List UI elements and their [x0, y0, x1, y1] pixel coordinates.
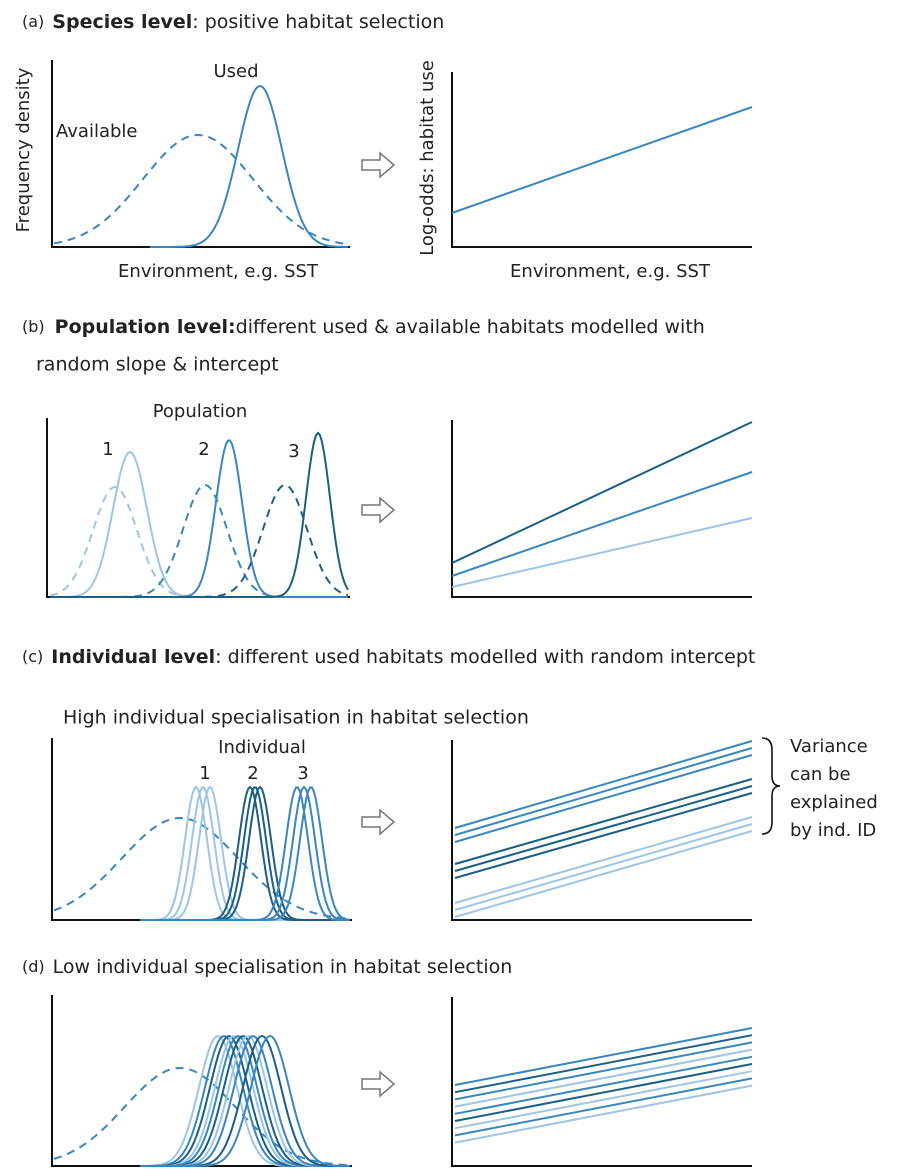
fit-line [454, 1084, 753, 1144]
arrow [361, 1070, 396, 1098]
fit-line [454, 830, 753, 918]
right-y-label: Log-odds: habitat use [417, 60, 438, 256]
letter: (a) [22, 12, 44, 31]
panel-c-title: (c) Individual level: different used habi… [22, 646, 755, 668]
fit-line [454, 1063, 753, 1122]
note: by ind. ID [790, 820, 876, 841]
group-label: Population [153, 401, 248, 422]
letter: (c) [22, 647, 43, 666]
note: explained [790, 792, 878, 813]
fit-line [454, 1041, 753, 1101]
fit-line [454, 1055, 753, 1115]
group-3: 3 [288, 441, 299, 462]
axes [51, 995, 352, 1167]
fit-line [451, 517, 753, 588]
fit-line [454, 816, 753, 904]
fit-line [451, 471, 753, 577]
axes [451, 72, 752, 248]
note: can be [790, 764, 851, 785]
fit-line [454, 740, 753, 829]
fit-line [451, 421, 753, 564]
fit-line [454, 1070, 753, 1130]
fit-line [454, 1027, 753, 1086]
subtitle: Low individual specialisation in habitat… [53, 956, 513, 978]
fit-line [454, 1034, 753, 1094]
right-x-label: Environment, e.g. SST [510, 261, 711, 282]
curve [140, 1034, 350, 1167]
curve [150, 84, 348, 248]
group-label: Individual [218, 737, 306, 758]
heading: Species level [52, 11, 192, 33]
fit-line [454, 823, 753, 911]
group-2: 2 [247, 763, 258, 784]
axes [451, 740, 752, 921]
panel-b-title: (b) Population level:different used & ava… [22, 316, 705, 338]
fit-line [454, 754, 753, 843]
curve [140, 786, 350, 921]
panel-d-title: (d) Low individual specialisation in habi… [22, 956, 512, 978]
curve [53, 133, 349, 246]
arrow [361, 151, 396, 179]
fit-line [454, 792, 753, 879]
letter: (b) [22, 317, 45, 336]
axes [51, 60, 350, 248]
fit-line [454, 785, 753, 872]
fit-line [454, 1077, 753, 1137]
group-1: 1 [199, 763, 210, 784]
arrow [361, 808, 396, 836]
fit-line [454, 747, 753, 836]
fit-line [454, 778, 753, 865]
fit-line [454, 1048, 753, 1108]
group-2: 2 [198, 439, 209, 460]
axes [451, 997, 752, 1167]
heading: Population level: [55, 316, 236, 338]
curve [53, 816, 351, 920]
heading: Individual level [51, 646, 215, 668]
x-label: Environment, e.g. SST [118, 261, 319, 282]
curve [140, 786, 351, 921]
available-label: Available [56, 121, 137, 142]
group-1: 1 [102, 439, 113, 460]
note: Variance [790, 736, 868, 757]
axes [451, 420, 752, 598]
curve [50, 431, 349, 598]
group-3: 3 [297, 763, 308, 784]
y-label: Frequency density [13, 67, 34, 232]
text: : positive habitat selection [192, 11, 444, 33]
text: different used & available habitats mode… [236, 316, 705, 338]
subtitle: High individual specialisation in habita… [63, 707, 529, 729]
letter: (d) [22, 957, 45, 976]
panel-a-title: (a) Species level: positive habitat selec… [22, 11, 444, 33]
panel-b-title-2: random slope & intercept [36, 354, 279, 376]
brace [761, 737, 781, 835]
text: : different used habitats modelled with … [215, 646, 755, 668]
curve [140, 1034, 350, 1167]
arrow [361, 496, 396, 524]
used-label: Used [213, 61, 258, 82]
fit-line [451, 106, 753, 214]
